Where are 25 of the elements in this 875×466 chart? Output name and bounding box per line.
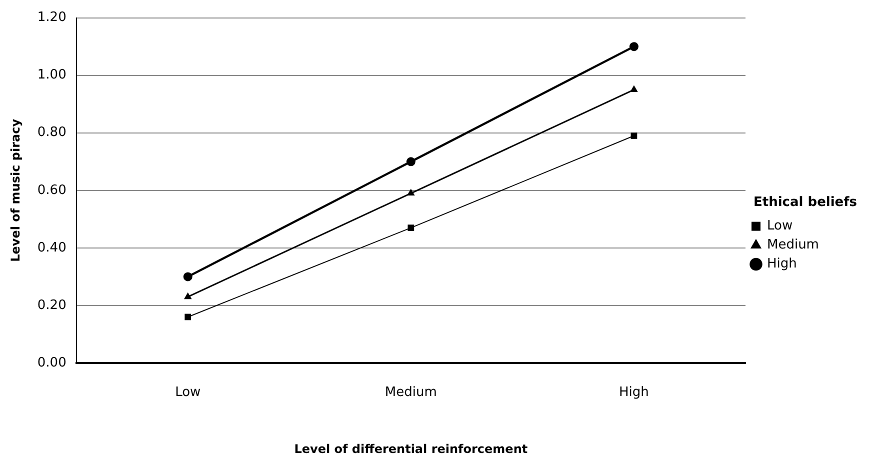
y-tick-label: 0.60 — [37, 182, 66, 198]
x-tick-label: Medium — [384, 385, 437, 400]
point — [183, 272, 192, 282]
point — [408, 224, 414, 231]
y-tick-label: 1.20 — [37, 10, 66, 26]
y-tick-label: 0.80 — [37, 125, 66, 140]
x-axis-title: Level of differential reinforcement — [294, 442, 528, 456]
legend-label: Low — [766, 218, 793, 234]
y-tick-label: 0.20 — [37, 298, 66, 313]
point — [629, 42, 638, 52]
legend-title: Ethical beliefs — [753, 195, 858, 210]
y-axis-title: Level of music piracy — [8, 118, 22, 262]
y-tick-label: 1.00 — [37, 68, 66, 83]
legend-label: High — [766, 256, 797, 272]
y-tick-label: 0.00 — [37, 355, 66, 370]
point — [184, 292, 192, 300]
point — [630, 132, 638, 139]
point — [630, 85, 638, 92]
point — [406, 157, 416, 166]
x-tick-label: High — [619, 385, 649, 400]
x-tick-label: Low — [175, 385, 202, 400]
point — [184, 314, 192, 320]
y-tick-label: 0.40 — [37, 240, 66, 256]
legend-label: Medium — [766, 238, 819, 253]
point — [407, 188, 415, 196]
